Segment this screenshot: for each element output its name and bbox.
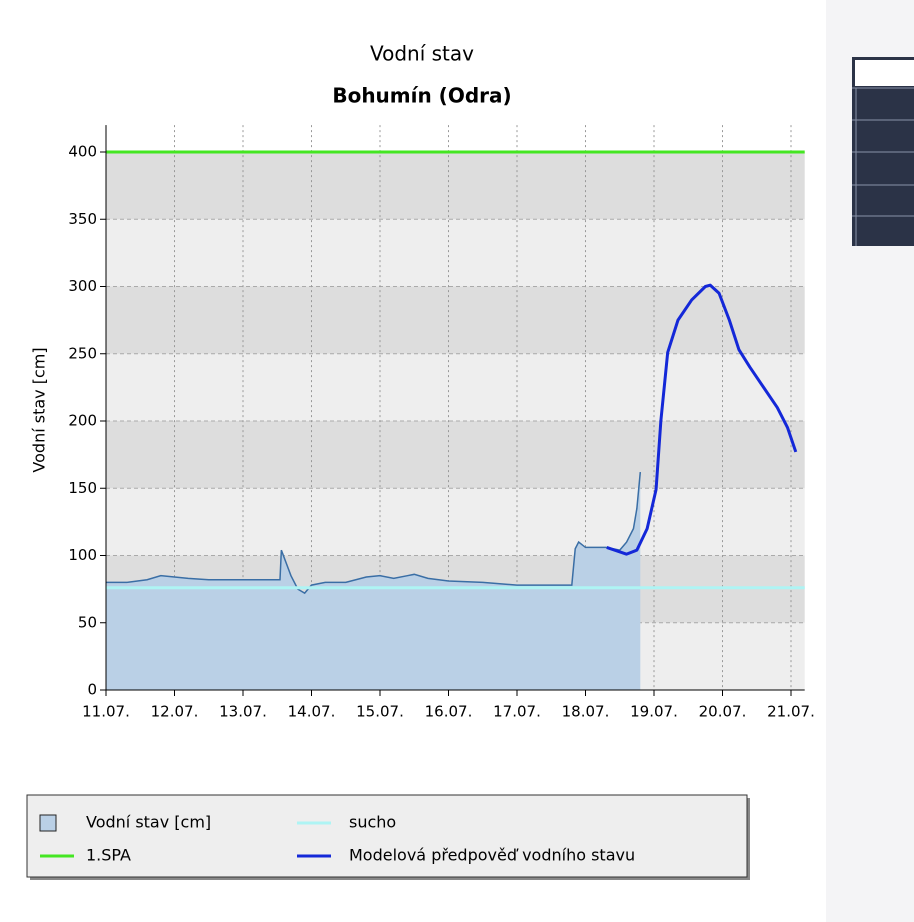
x-tick-label: 20.07.: [699, 703, 747, 721]
y-tick-label: 150: [68, 479, 97, 497]
legend-label: 1.SPA: [86, 846, 131, 865]
y-tick-label: 250: [68, 344, 97, 362]
legend: [26, 794, 748, 878]
legend-swatch: [39, 814, 57, 832]
chart-title: Vodní stav: [370, 42, 474, 66]
table-cell: [855, 60, 914, 86]
x-tick-label: 21.07.: [767, 703, 815, 721]
y-axis-label: Vodní stav [cm]: [30, 347, 49, 472]
x-tick-label: 19.07.: [630, 703, 678, 721]
x-tick-label: 13.07.: [219, 703, 267, 721]
x-tick-label: 12.07.: [151, 703, 199, 721]
y-tick-label: 350: [68, 210, 97, 228]
y-tick-label: 300: [68, 277, 97, 295]
x-tick-label: 18.07.: [562, 703, 610, 721]
area-line: [106, 472, 642, 595]
x-tick-label: 15.07.: [356, 703, 404, 721]
band: [106, 219, 805, 287]
y-tick-label: 200: [68, 412, 97, 430]
legend-label: Vodní stav [cm]: [86, 813, 211, 832]
x-tick-label: 11.07.: [82, 703, 130, 721]
band: [106, 286, 805, 354]
band: [106, 353, 805, 421]
y-tick-label: 400: [68, 143, 97, 161]
y-tick-label: 100: [68, 546, 97, 564]
legend-label: Modelová předpověď vodního stavu: [349, 846, 635, 865]
plot: 0 50 100 150 200 250 300 350 400 11.07. 12.07. 13.0…: [68, 125, 815, 721]
side-table: [852, 57, 914, 246]
legend-label: sucho: [349, 813, 396, 832]
y-tick-label: 0: [87, 681, 97, 699]
band: [106, 152, 805, 220]
chart-subtitle: Bohumín (Odra): [332, 84, 511, 108]
x-tick-label: 16.07.: [425, 703, 473, 721]
band: [106, 488, 805, 556]
y-tick-label: 50: [78, 613, 97, 631]
band: [106, 421, 805, 489]
x-tick-label: 14.07.: [288, 703, 336, 721]
legend-entries: Vodní stav [cm] sucho 1.SPA Modelová předpo…: [39, 813, 635, 865]
area-fill: [106, 472, 641, 690]
line: [606, 283, 798, 556]
x-tick-label: 17.07.: [493, 703, 541, 721]
